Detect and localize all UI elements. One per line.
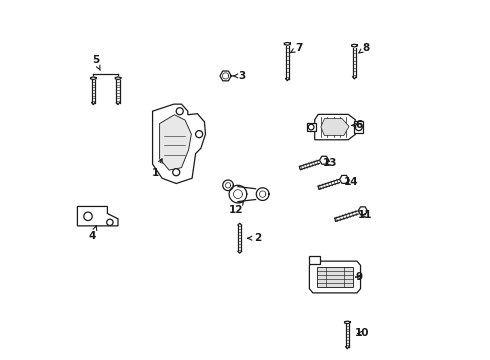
Text: 4: 4	[89, 226, 97, 242]
Polygon shape	[220, 71, 231, 81]
Polygon shape	[284, 42, 291, 45]
Polygon shape	[77, 207, 118, 226]
Text: 8: 8	[359, 43, 369, 53]
Text: 2: 2	[248, 233, 261, 243]
Text: 13: 13	[323, 158, 338, 168]
Polygon shape	[238, 187, 263, 201]
Text: 11: 11	[358, 210, 372, 220]
Bar	[309, 256, 320, 264]
Polygon shape	[91, 77, 96, 80]
Circle shape	[196, 131, 203, 138]
Polygon shape	[358, 207, 368, 215]
Polygon shape	[340, 175, 349, 183]
Text: 1: 1	[151, 159, 162, 178]
Text: 9: 9	[355, 272, 362, 282]
Polygon shape	[115, 77, 121, 80]
Text: 14: 14	[343, 177, 358, 188]
Polygon shape	[321, 118, 349, 136]
Circle shape	[172, 169, 180, 176]
Text: 3: 3	[233, 71, 246, 81]
Circle shape	[107, 219, 113, 225]
Circle shape	[176, 108, 183, 115]
Text: 10: 10	[355, 328, 370, 338]
Polygon shape	[344, 321, 350, 324]
Polygon shape	[256, 188, 269, 201]
Text: 5: 5	[92, 55, 100, 70]
Bar	[307, 123, 316, 131]
Polygon shape	[317, 267, 353, 287]
Polygon shape	[315, 114, 355, 140]
Polygon shape	[352, 44, 357, 47]
Polygon shape	[160, 115, 192, 170]
Text: 7: 7	[290, 43, 303, 53]
Circle shape	[308, 124, 314, 130]
Polygon shape	[229, 185, 247, 203]
Circle shape	[84, 212, 92, 221]
Circle shape	[355, 123, 362, 131]
Polygon shape	[223, 180, 233, 190]
Text: 12: 12	[229, 201, 244, 215]
Bar	[354, 121, 363, 134]
Polygon shape	[319, 156, 329, 164]
Polygon shape	[152, 104, 205, 184]
Text: 6: 6	[352, 120, 362, 130]
Polygon shape	[309, 261, 361, 293]
